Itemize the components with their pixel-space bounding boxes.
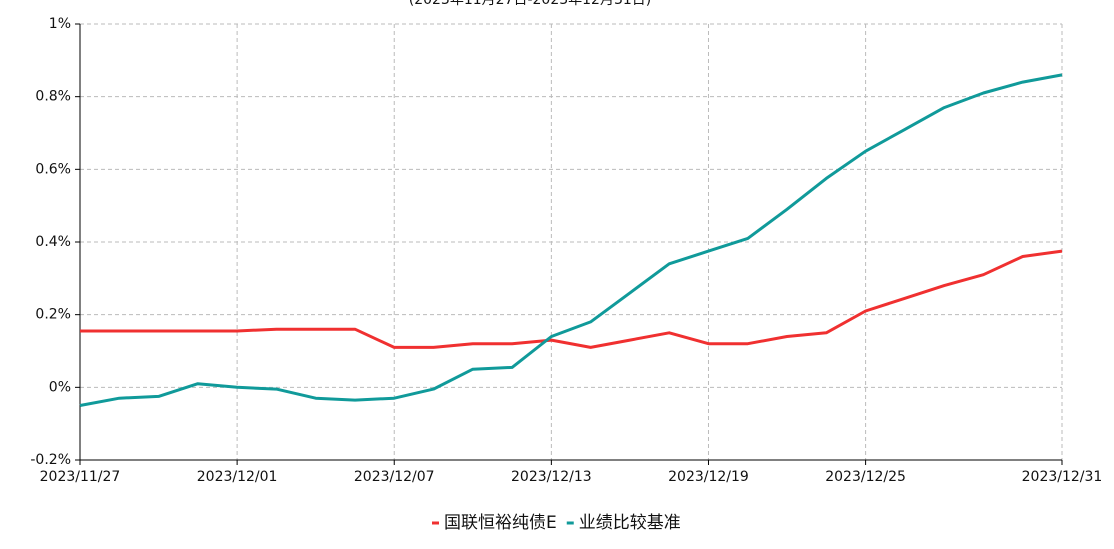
x-tick-label: 2023/12/25 (825, 469, 906, 485)
y-tick-label: 0.8% (35, 89, 71, 105)
chart-subtitle: (2023年11月27日-2023年12月31日) (409, 0, 652, 8)
y-tick-label: 0.4% (35, 234, 71, 250)
x-tick-label: 2023/12/19 (668, 469, 749, 485)
x-tick-label: 2023/11/27 (40, 469, 121, 485)
x-tick-label: 2023/12/07 (354, 469, 435, 485)
x-tick-label: 2023/12/31 (1022, 469, 1103, 485)
y-tick-label: 1% (49, 16, 71, 32)
y-tick-label: -0.2% (30, 452, 71, 468)
legend-label: 国联恒裕纯债E (444, 513, 557, 533)
x-tick-label: 2023/12/13 (511, 469, 592, 485)
y-tick-label: 0% (49, 379, 71, 395)
legend-label: 业绩比较基准 (579, 513, 681, 533)
series-line (80, 249, 1063, 349)
series-line (79, 73, 1063, 407)
y-tick-label: 0.2% (35, 307, 71, 323)
x-tick-label: 2023/12/01 (197, 469, 278, 485)
y-tick-label: 0.6% (35, 161, 71, 177)
